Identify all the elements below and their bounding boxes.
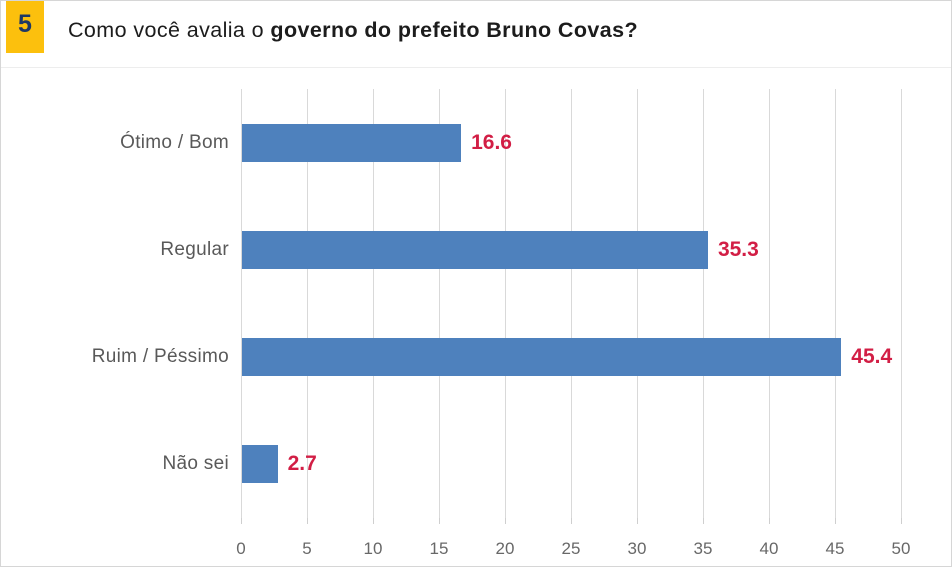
x-axis-tick (570, 518, 572, 524)
category-label: Ruim / Péssimo (91, 346, 229, 368)
title-divider (1, 67, 951, 68)
gridline (702, 89, 704, 518)
gridline (306, 89, 308, 518)
gridline (636, 89, 638, 518)
gridline (504, 89, 506, 518)
gridline (570, 89, 572, 518)
category-label: Ótimo / Bom (120, 131, 229, 153)
x-axis-tick (900, 518, 902, 524)
gridline (834, 89, 836, 518)
gridline (900, 89, 902, 518)
x-axis-tick (372, 518, 374, 524)
x-axis-tick-label: 20 (495, 539, 515, 558)
value-label: 2.7 (287, 452, 317, 476)
x-axis-tick (306, 518, 308, 524)
bar (242, 445, 278, 484)
question-number-badge: 5 (6, 1, 44, 53)
x-axis-tick-label: 45 (825, 539, 845, 558)
value-label: 16.6 (471, 130, 512, 154)
title-bold-text: governo do prefeito Bruno Covas? (270, 18, 638, 42)
x-axis-tick-label: 5 (302, 539, 312, 558)
x-axis-tick-label: 0 (236, 539, 246, 558)
value-label: 35.3 (717, 237, 759, 261)
x-axis-tick-label: 50 (891, 539, 911, 558)
gridline (768, 89, 770, 518)
gridline (372, 89, 374, 518)
bar (242, 123, 462, 162)
title-regular-text: Como você avalia o (68, 18, 271, 42)
value-label: 45.4 (851, 345, 893, 369)
x-axis-tick (504, 518, 506, 524)
x-axis-tick-label: 30 (627, 539, 647, 558)
gridline (438, 89, 440, 518)
x-axis-tick (768, 518, 770, 524)
x-axis-tick (702, 518, 704, 524)
bar (242, 338, 842, 377)
x-axis-tick-label: 25 (561, 539, 581, 558)
x-axis-tick-label: 35 (693, 539, 713, 558)
x-axis-tick (636, 518, 638, 524)
gridline (240, 89, 242, 518)
category-label: Regular (160, 238, 229, 260)
x-axis-tick-label: 40 (759, 539, 779, 558)
x-axis-tick-label: 10 (363, 539, 383, 558)
x-axis-tick-label: 15 (429, 539, 449, 558)
x-axis-tick (240, 518, 242, 524)
category-label: Não sei (162, 453, 229, 475)
page-title: Como você avalia o governo do prefeito B… (68, 18, 638, 43)
x-axis-tick (834, 518, 836, 524)
bar (242, 230, 708, 269)
x-axis-tick (438, 518, 440, 524)
